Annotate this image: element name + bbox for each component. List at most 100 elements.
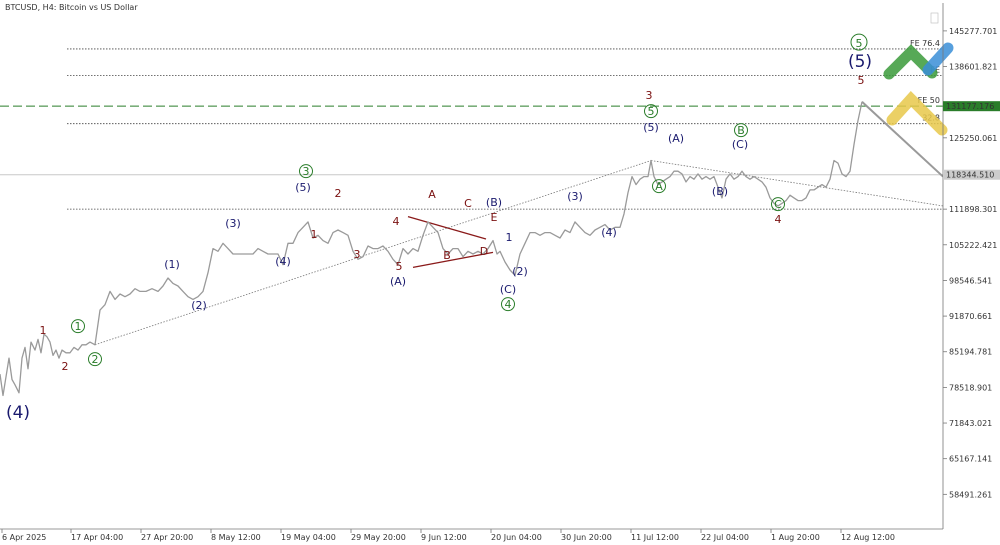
y-tick-label: 105222.421	[949, 241, 997, 250]
x-tick-label: 17 Apr 04:00	[71, 533, 123, 542]
wave-label: (4)	[601, 226, 617, 239]
wave-label: 4	[505, 298, 512, 311]
x-tick-label: 8 May 12:00	[211, 533, 261, 542]
trend-lines	[94, 101, 944, 346]
wave-label: (5)	[848, 52, 872, 72]
y-tick-label: 125250.061	[949, 134, 997, 143]
y-tick-label: 65167.141	[949, 455, 992, 464]
wave-label: 4	[775, 213, 782, 226]
wave-label: B	[443, 249, 451, 262]
wave-label: 5	[648, 105, 655, 118]
price-tag-bg	[943, 169, 1000, 180]
wave-label: 3	[303, 165, 310, 178]
price-tag-bg	[943, 101, 1000, 112]
wave-label: (5)	[643, 121, 659, 134]
wave-circle	[501, 297, 515, 312]
wave-label: 5	[858, 74, 865, 87]
y-tick-label: 71843.021	[949, 419, 992, 428]
y-tick-label: 85194.781	[949, 348, 992, 357]
wave-label: 2	[335, 187, 342, 200]
x-tick-label: 20 Jun 04:00	[491, 533, 542, 542]
wave-label: C	[464, 197, 472, 210]
x-tick-label: 9 Jun 12:00	[421, 533, 467, 542]
price-line	[0, 101, 863, 397]
wave-label: (3)	[225, 217, 241, 230]
wave-label: E	[491, 211, 498, 224]
wave-circle	[88, 352, 102, 367]
wave-label: (2)	[191, 299, 207, 312]
wave-circle	[850, 33, 868, 51]
wave-circle	[71, 319, 85, 334]
wave-label: (2)	[512, 265, 528, 278]
wave-label: (C)	[732, 138, 748, 151]
level-label: FE 50	[918, 96, 940, 105]
y-tick-label: 98546.541	[949, 276, 992, 285]
triangle-lower-line	[412, 251, 494, 268]
y-axis: 145277.701138601.821125250.061118574.181…	[942, 3, 997, 529]
price-series	[0, 101, 863, 397]
wave-label: (4)	[6, 403, 30, 423]
wave-label: 5	[856, 37, 863, 50]
trend-line-upper	[650, 160, 944, 207]
wave-label: (5)	[295, 181, 311, 194]
chart-title: BTCUSD, H4: Bitcoin vs US Dollar	[5, 3, 138, 12]
wave-label: 1	[311, 228, 318, 241]
x-tick-label: 11 Jul 12:00	[631, 533, 679, 542]
x-tick-label: 12 Aug 12:00	[841, 533, 895, 542]
y-tick-label: 91870.661	[949, 312, 992, 321]
wave-label: 3	[646, 89, 653, 102]
price-tag-label: 131177.176	[946, 102, 994, 111]
wave-label: 1	[75, 320, 82, 333]
trend-line-lower	[94, 160, 652, 346]
wave-label: 3	[354, 248, 361, 261]
x-tick-label: 6 Apr 2025	[2, 533, 46, 542]
x-tick-label: 27 Apr 20:00	[141, 533, 193, 542]
wave-label: (1)	[164, 258, 180, 271]
logo-yellow-chevron	[886, 91, 948, 136]
wave-label: (B)	[712, 185, 728, 198]
x-tick-label: 30 Jun 20:00	[561, 533, 612, 542]
wave-label: (A)	[390, 275, 406, 288]
wave-label: (C)	[500, 283, 516, 296]
wave-circle	[644, 104, 658, 119]
y-tick-label: 111898.301	[949, 205, 997, 214]
scale-button[interactable]	[930, 12, 939, 24]
x-tick-label: 29 May 20:00	[351, 533, 406, 542]
wave-label: (3)	[567, 190, 583, 203]
wave-circle	[652, 179, 666, 194]
wave-label: 2	[92, 353, 99, 366]
price-tags: 131177.176 118344.510	[943, 101, 1000, 180]
x-tick-label: 22 Jul 04:00	[701, 533, 749, 542]
y-tick-label: 145277.701	[949, 27, 997, 36]
projection-line	[861, 101, 944, 178]
wave-label: A	[655, 180, 663, 193]
wave-label: 5	[396, 260, 403, 273]
wave-label: D	[480, 245, 488, 258]
x-axis: 6 Apr 2025 17 Apr 04:00 27 Apr 20:00 8 May …	[0, 528, 943, 542]
wave-label: A	[428, 188, 436, 201]
wave-label: B	[737, 124, 745, 137]
triangle-upper-line	[407, 215, 487, 240]
wave-label: (4)	[275, 255, 291, 268]
wave-circle	[734, 123, 748, 138]
wave-label: 1	[506, 231, 513, 244]
logo-blue-bar	[922, 42, 954, 76]
wave-label: (B)	[486, 196, 502, 209]
y-tick-label: 138601.821	[949, 63, 997, 72]
wave-label: (A)	[668, 132, 684, 145]
x-tick-label: 1 Aug 20:00	[771, 533, 820, 542]
wave-labels: (4) 1 2 1 2 (1) (2) (3) (4) 3 (5) 2 1 3 4 5 (A) A B C D E (B) 1…	[6, 33, 872, 423]
price-tag-label: 118344.510	[946, 171, 994, 180]
wave-circle	[299, 164, 313, 179]
wave-label: 2	[62, 360, 69, 373]
y-tick-label: 58491.261	[949, 490, 992, 499]
wave-circle	[771, 197, 785, 212]
wave-label: 4	[393, 215, 400, 228]
x-tick-label: 19 May 04:00	[281, 533, 336, 542]
brand-logo	[883, 42, 954, 136]
wave-label: C	[774, 198, 782, 211]
wave-label: 1	[40, 324, 47, 337]
level-label: FE 76.4	[910, 39, 940, 48]
